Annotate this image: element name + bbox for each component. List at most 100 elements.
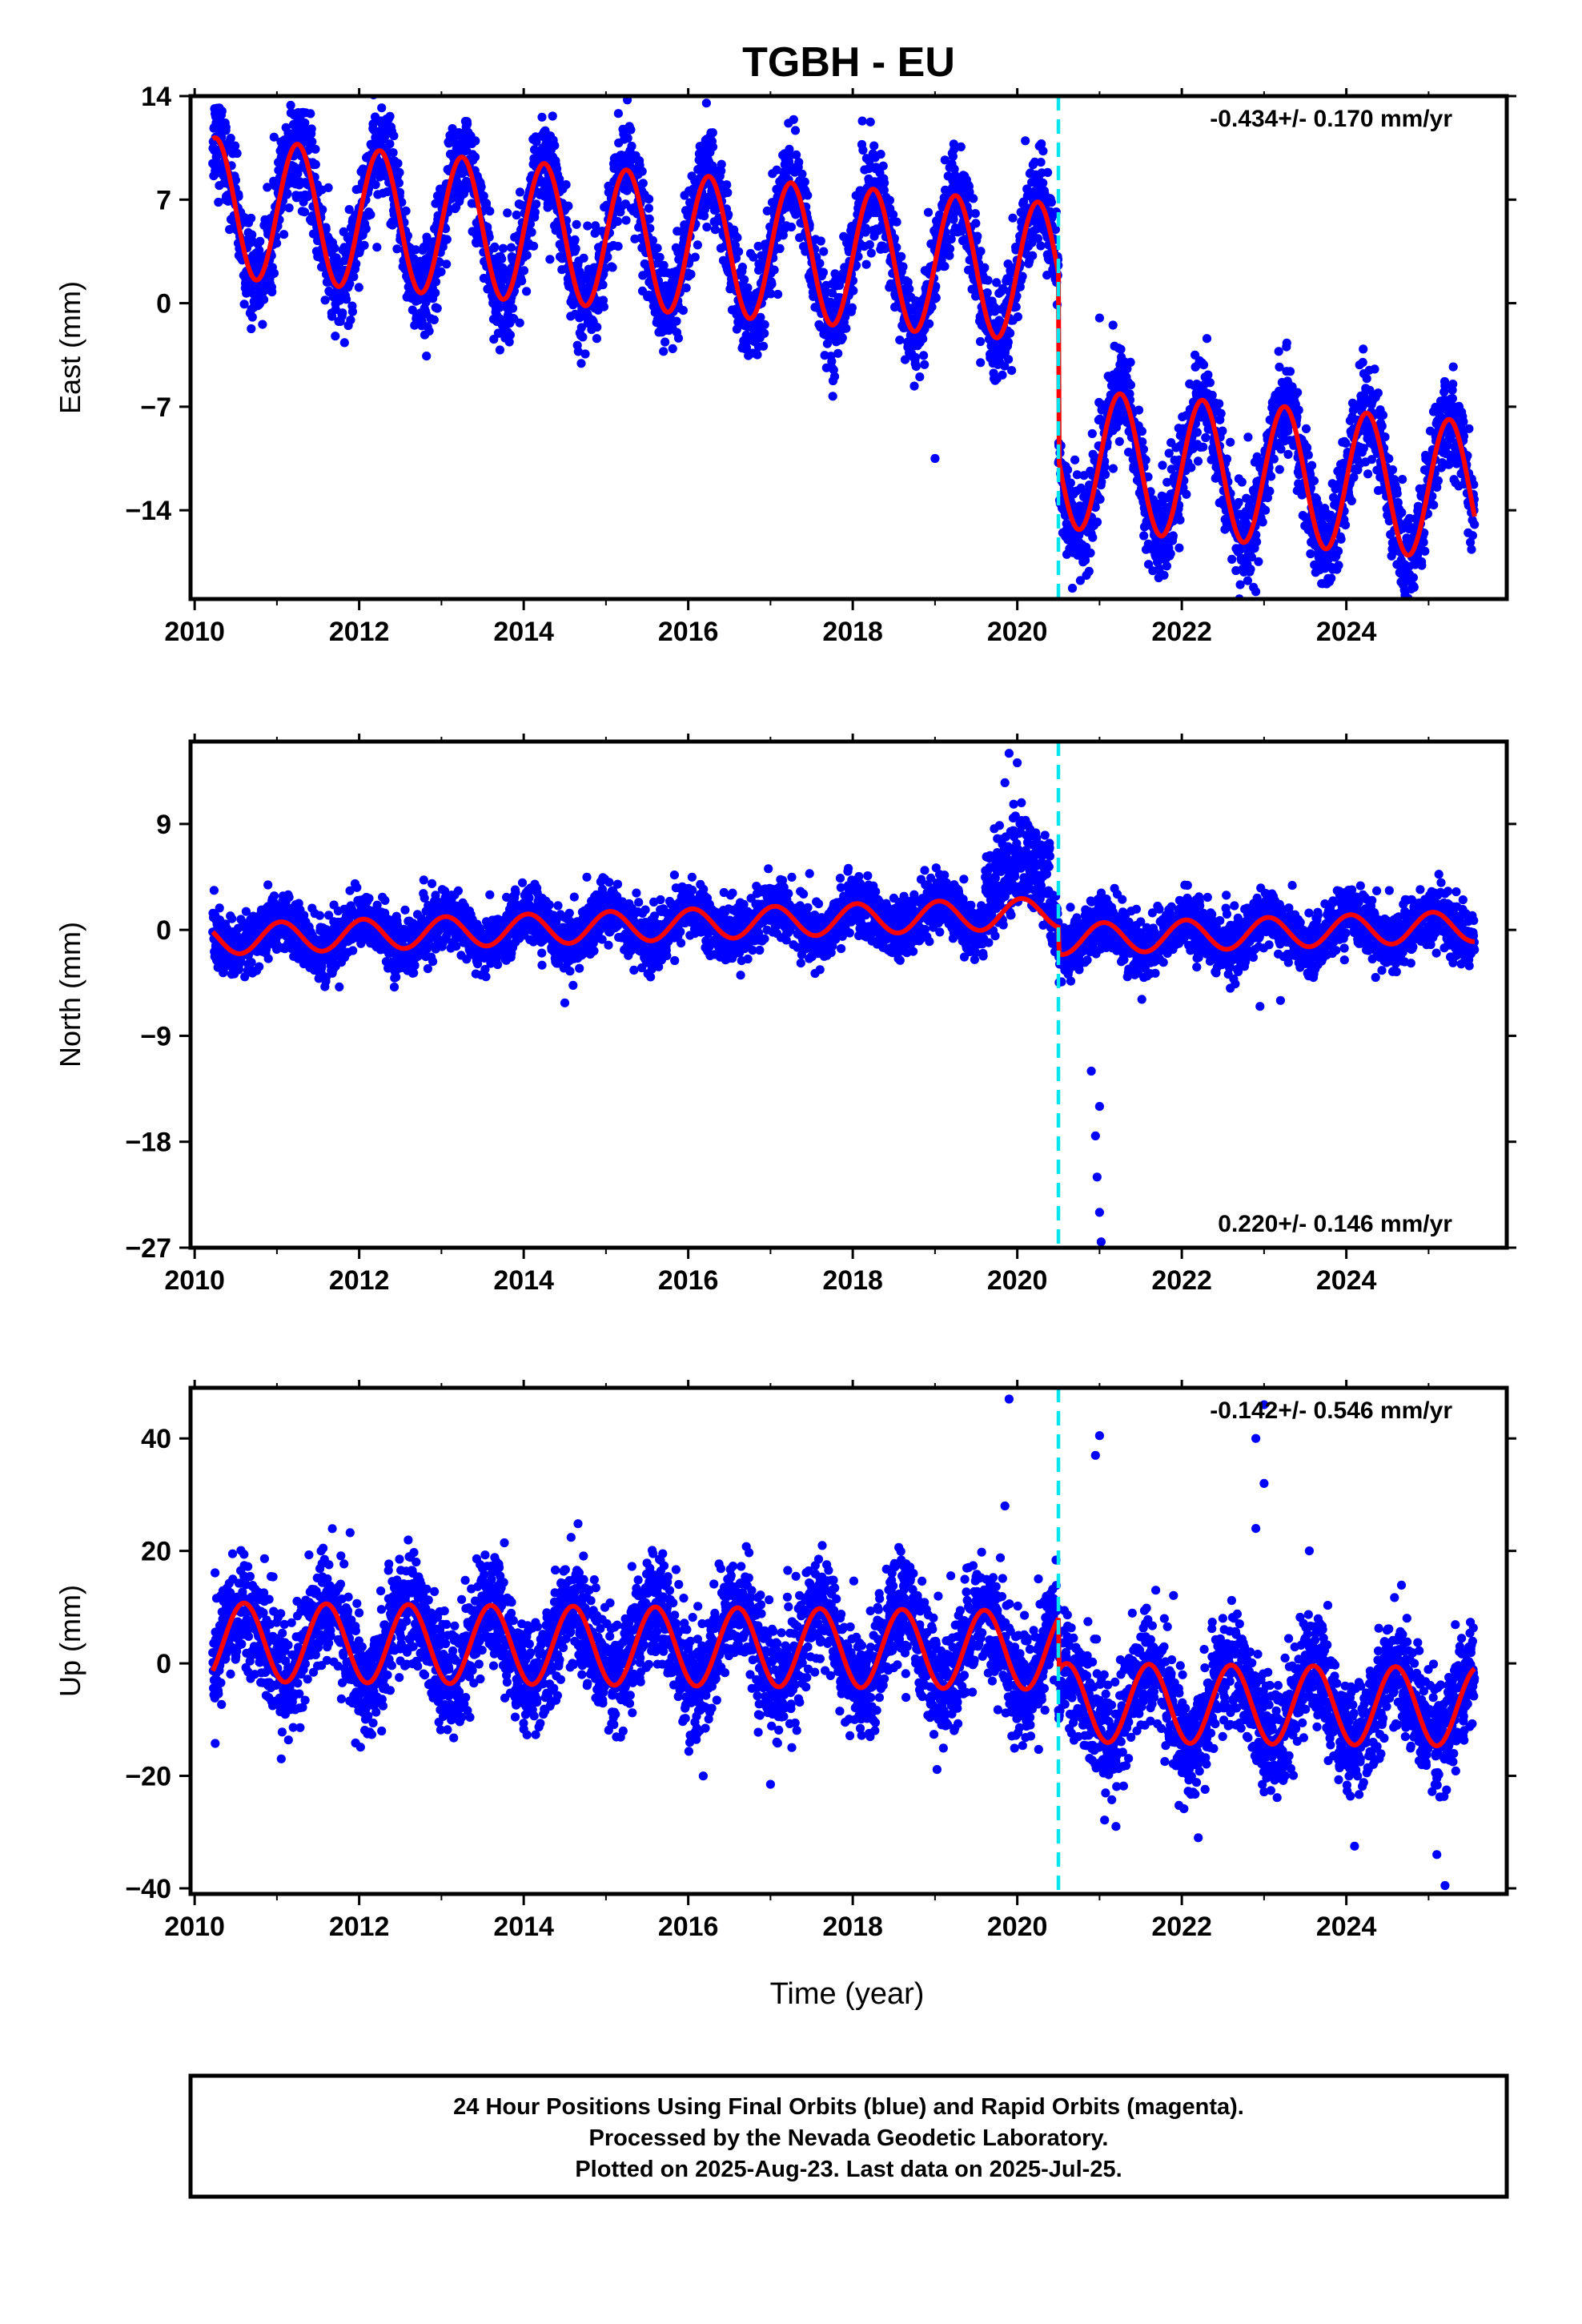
data-point	[1251, 530, 1261, 540]
data-point	[344, 205, 354, 215]
data-point	[1036, 241, 1046, 251]
data-point	[1303, 450, 1313, 460]
data-point	[299, 207, 310, 217]
data-point	[1007, 366, 1017, 376]
data-point	[1252, 452, 1262, 462]
data-point	[318, 205, 327, 215]
data-point	[956, 142, 966, 151]
data-point	[1182, 489, 1191, 499]
data-point	[599, 302, 609, 312]
data-point	[940, 155, 950, 165]
data-point	[753, 241, 763, 251]
data-point	[925, 319, 934, 328]
data-point	[644, 203, 654, 213]
data-point	[1202, 334, 1212, 344]
data-point	[1243, 576, 1252, 585]
data-point	[1349, 472, 1359, 482]
data-point	[1267, 472, 1276, 481]
data-point	[231, 141, 240, 151]
data-point	[307, 137, 317, 147]
data-point	[1370, 364, 1379, 374]
data-point	[561, 180, 571, 190]
data-point	[869, 141, 879, 151]
data-point	[767, 279, 777, 289]
data-point	[919, 351, 929, 360]
data-point	[1138, 437, 1147, 447]
data-point	[661, 337, 670, 347]
data-point	[769, 265, 779, 275]
data-point	[1168, 531, 1178, 541]
data-point	[522, 287, 532, 296]
data-point	[578, 332, 588, 342]
data-point	[976, 247, 986, 256]
data-point	[659, 260, 669, 270]
data-point	[980, 263, 990, 272]
data-point	[756, 312, 765, 322]
data-point	[1067, 583, 1078, 593]
data-point	[1108, 464, 1118, 473]
data-point	[1043, 167, 1053, 177]
data-point	[1373, 388, 1383, 398]
data-point	[267, 287, 277, 297]
data-point	[1114, 436, 1124, 446]
data-point	[792, 150, 801, 159]
data-point	[1246, 565, 1255, 574]
data-point	[1306, 549, 1315, 559]
data-point	[1139, 531, 1149, 541]
data-point	[321, 224, 331, 234]
data-point	[1162, 561, 1171, 571]
data-point	[421, 297, 431, 307]
data-point	[376, 83, 385, 92]
data-point	[1063, 465, 1073, 475]
data-point	[393, 159, 403, 168]
data-point	[1399, 605, 1407, 614]
data-point	[442, 235, 452, 244]
data-point	[1028, 251, 1038, 260]
panel-east: 2010 2012 2014 2016 2018 2020 2022 20241470−7−1…	[54, 82, 1516, 647]
data-point	[1378, 410, 1388, 420]
data-point	[841, 324, 851, 333]
data-point	[234, 191, 243, 201]
data-point	[1003, 337, 1013, 347]
data-point	[1408, 573, 1418, 582]
data-point	[920, 360, 930, 369]
data-point	[506, 243, 516, 252]
data-point	[853, 251, 863, 261]
data-point	[655, 252, 665, 262]
data-point	[1134, 405, 1144, 415]
data-point	[490, 242, 500, 251]
data-point	[1261, 505, 1271, 515]
data-point	[431, 288, 440, 298]
data-point	[686, 269, 696, 279]
data-point	[732, 324, 742, 334]
data-point	[927, 302, 937, 312]
data-point	[1159, 570, 1169, 580]
data-point	[1021, 136, 1030, 146]
data-point	[998, 370, 1007, 380]
data-point	[555, 175, 564, 184]
data-point	[1018, 271, 1027, 281]
data-point	[931, 293, 941, 303]
data-point	[442, 259, 452, 269]
data-point	[532, 199, 541, 209]
data-point	[247, 324, 256, 334]
data-point	[592, 322, 602, 332]
data-point	[1293, 388, 1303, 397]
data-point	[255, 245, 264, 255]
panels: 2010 2012 2014 2016 2018 2020 2022 20241470−7−1…	[54, 82, 1516, 1942]
data-point	[797, 169, 807, 179]
data-point	[479, 191, 488, 201]
data-point	[497, 254, 507, 263]
data-point	[759, 341, 769, 351]
data-point	[1199, 360, 1209, 370]
data-point	[366, 210, 375, 219]
data-point	[790, 126, 801, 135]
data-point	[829, 372, 840, 381]
data-point	[1100, 462, 1110, 472]
data-point	[395, 167, 404, 177]
data-point	[515, 187, 525, 197]
data-point	[306, 109, 315, 119]
data-point	[508, 304, 518, 313]
data-point	[837, 333, 847, 343]
data-point	[1207, 390, 1217, 400]
